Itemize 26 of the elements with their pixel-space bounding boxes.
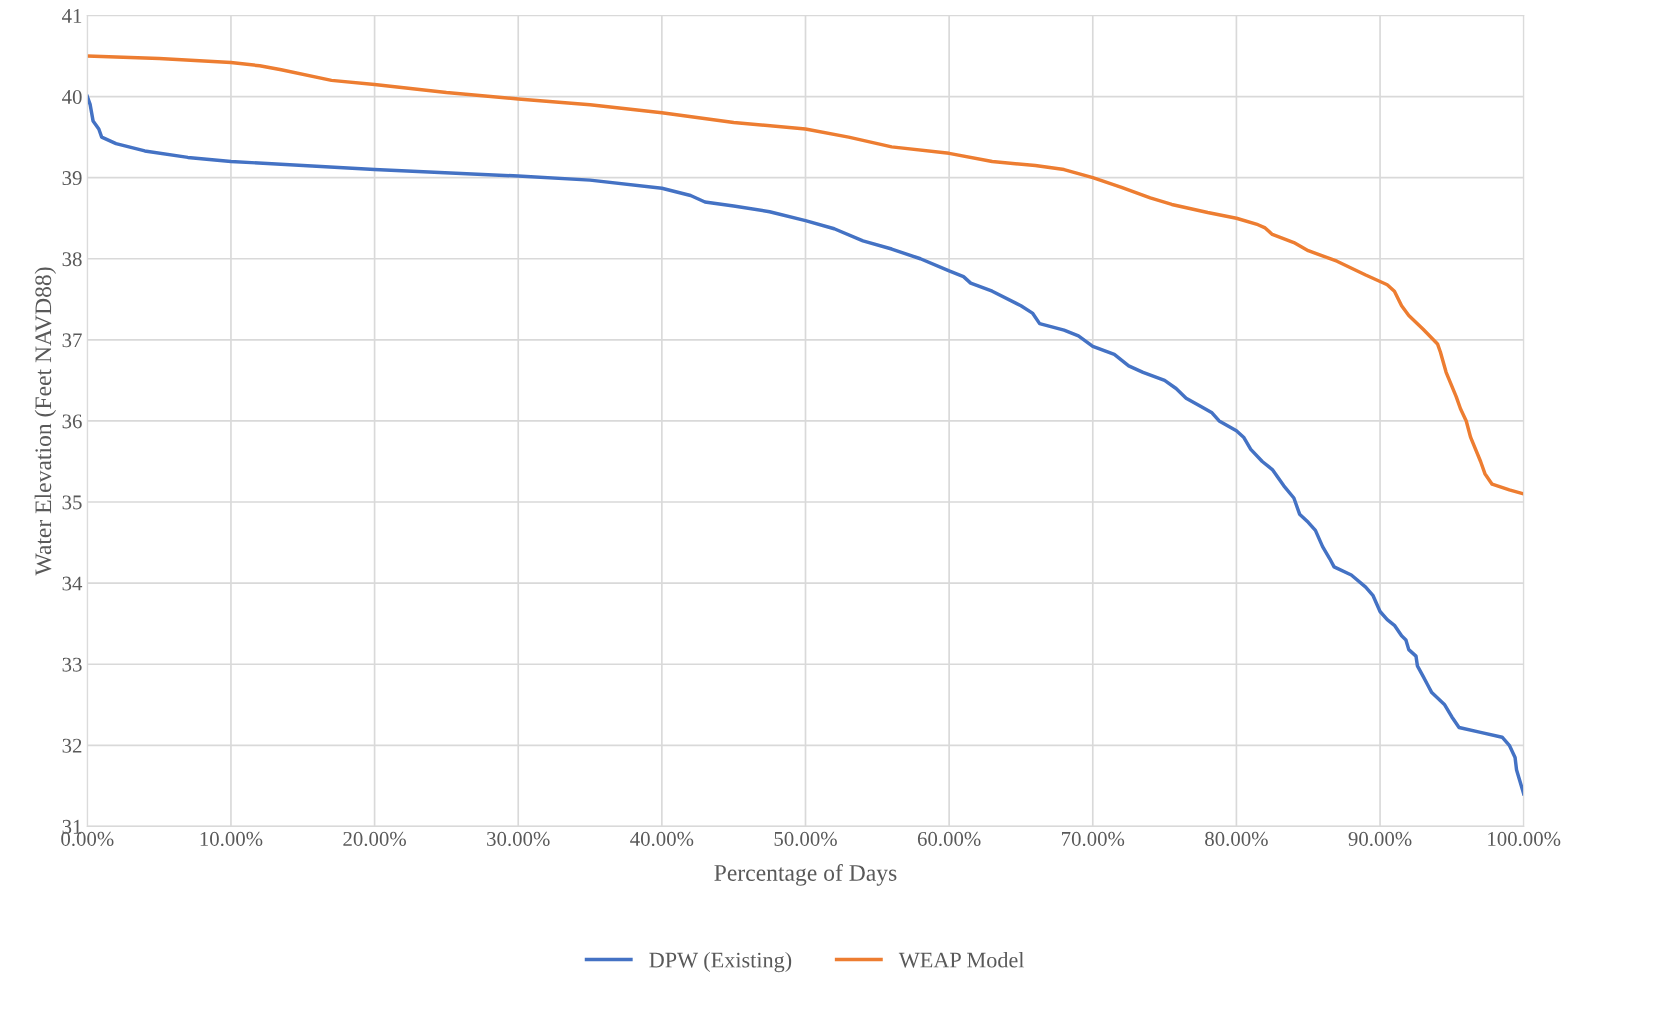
x-axis-title: Percentage of Days xyxy=(714,864,897,886)
y-tick-label: 37 xyxy=(62,333,82,348)
x-tick-label: 20.00% xyxy=(343,831,406,847)
y-tick-label: 32 xyxy=(62,738,82,753)
line-series xyxy=(87,54,1524,496)
line-series xyxy=(87,94,1524,796)
legend-label: WEAP Model xyxy=(898,951,1025,968)
x-tick-label: 70.00% xyxy=(1062,831,1125,847)
x-tick-label: 100.00% xyxy=(1488,831,1561,847)
x-tick-label: 60.00% xyxy=(917,831,981,847)
legend-label: DPW (Existing) xyxy=(649,951,792,973)
y-tick-label: 36 xyxy=(62,414,82,429)
y-axis-title: Water Elevation (Feet NAVD88) xyxy=(34,267,57,576)
y-tick-label: 34 xyxy=(62,576,83,591)
x-tick-label: 30.00% xyxy=(487,831,550,847)
y-tick-label: 41 xyxy=(62,8,82,23)
x-tick-label: 50.00% xyxy=(774,831,837,847)
y-tick-label: 33 xyxy=(62,657,82,672)
y-tick-label: 38 xyxy=(62,252,82,267)
x-tick-label: 40.00% xyxy=(630,831,694,847)
x-tick-label: 90.00% xyxy=(1348,831,1412,847)
y-tick-label: 35 xyxy=(62,495,82,510)
x-tick-label: 80.00% xyxy=(1205,831,1268,847)
x-tick-label: 10.00% xyxy=(200,831,263,847)
y-tick-label: 40 xyxy=(62,89,82,105)
y-tick-label: 39 xyxy=(62,171,82,186)
